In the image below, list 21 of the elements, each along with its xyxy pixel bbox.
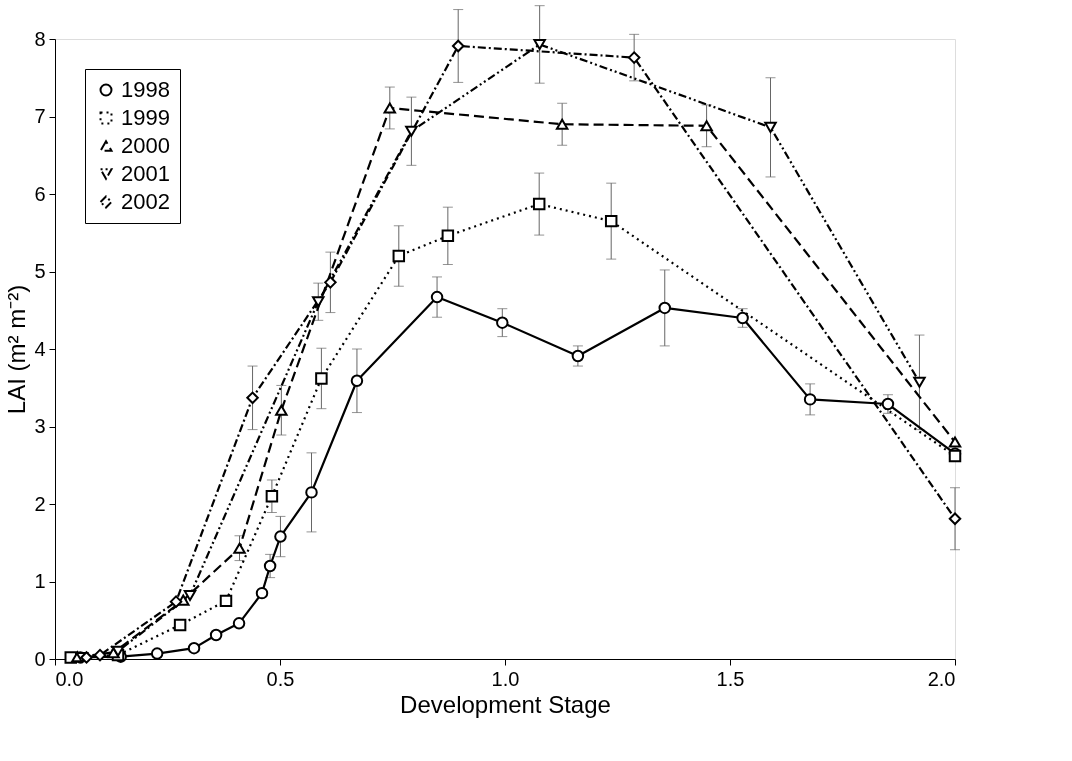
y-tick-label: 6 <box>34 182 46 205</box>
y-tick-label: 0 <box>34 647 46 670</box>
legend-label: 2000 <box>121 133 170 158</box>
x-tick-label: 1.0 <box>491 667 520 690</box>
y-tick-label: 4 <box>34 337 46 360</box>
legend-label: 2002 <box>121 189 170 214</box>
x-tick-label: 0.0 <box>55 667 84 690</box>
legend-label: 1999 <box>121 105 170 130</box>
y-tick-label: 8 <box>34 27 46 50</box>
x-tick-label: 0.5 <box>266 667 295 690</box>
legend-label: 2001 <box>121 161 170 186</box>
y-tick-label: 3 <box>34 415 46 437</box>
legend-label: 1998 <box>121 77 170 102</box>
y-tick-label: 1 <box>34 570 46 592</box>
x-tick-label: 2.0 <box>927 667 956 690</box>
x-tick-label: 1.5 <box>716 667 745 690</box>
y-tick-label: 2 <box>34 492 46 515</box>
y-axis-title: LAI (m² m⁻²) <box>3 284 31 415</box>
x-axis-title: Development Stage <box>400 690 611 718</box>
y-tick-label: 7 <box>34 105 46 127</box>
y-tick-label: 5 <box>34 260 46 282</box>
